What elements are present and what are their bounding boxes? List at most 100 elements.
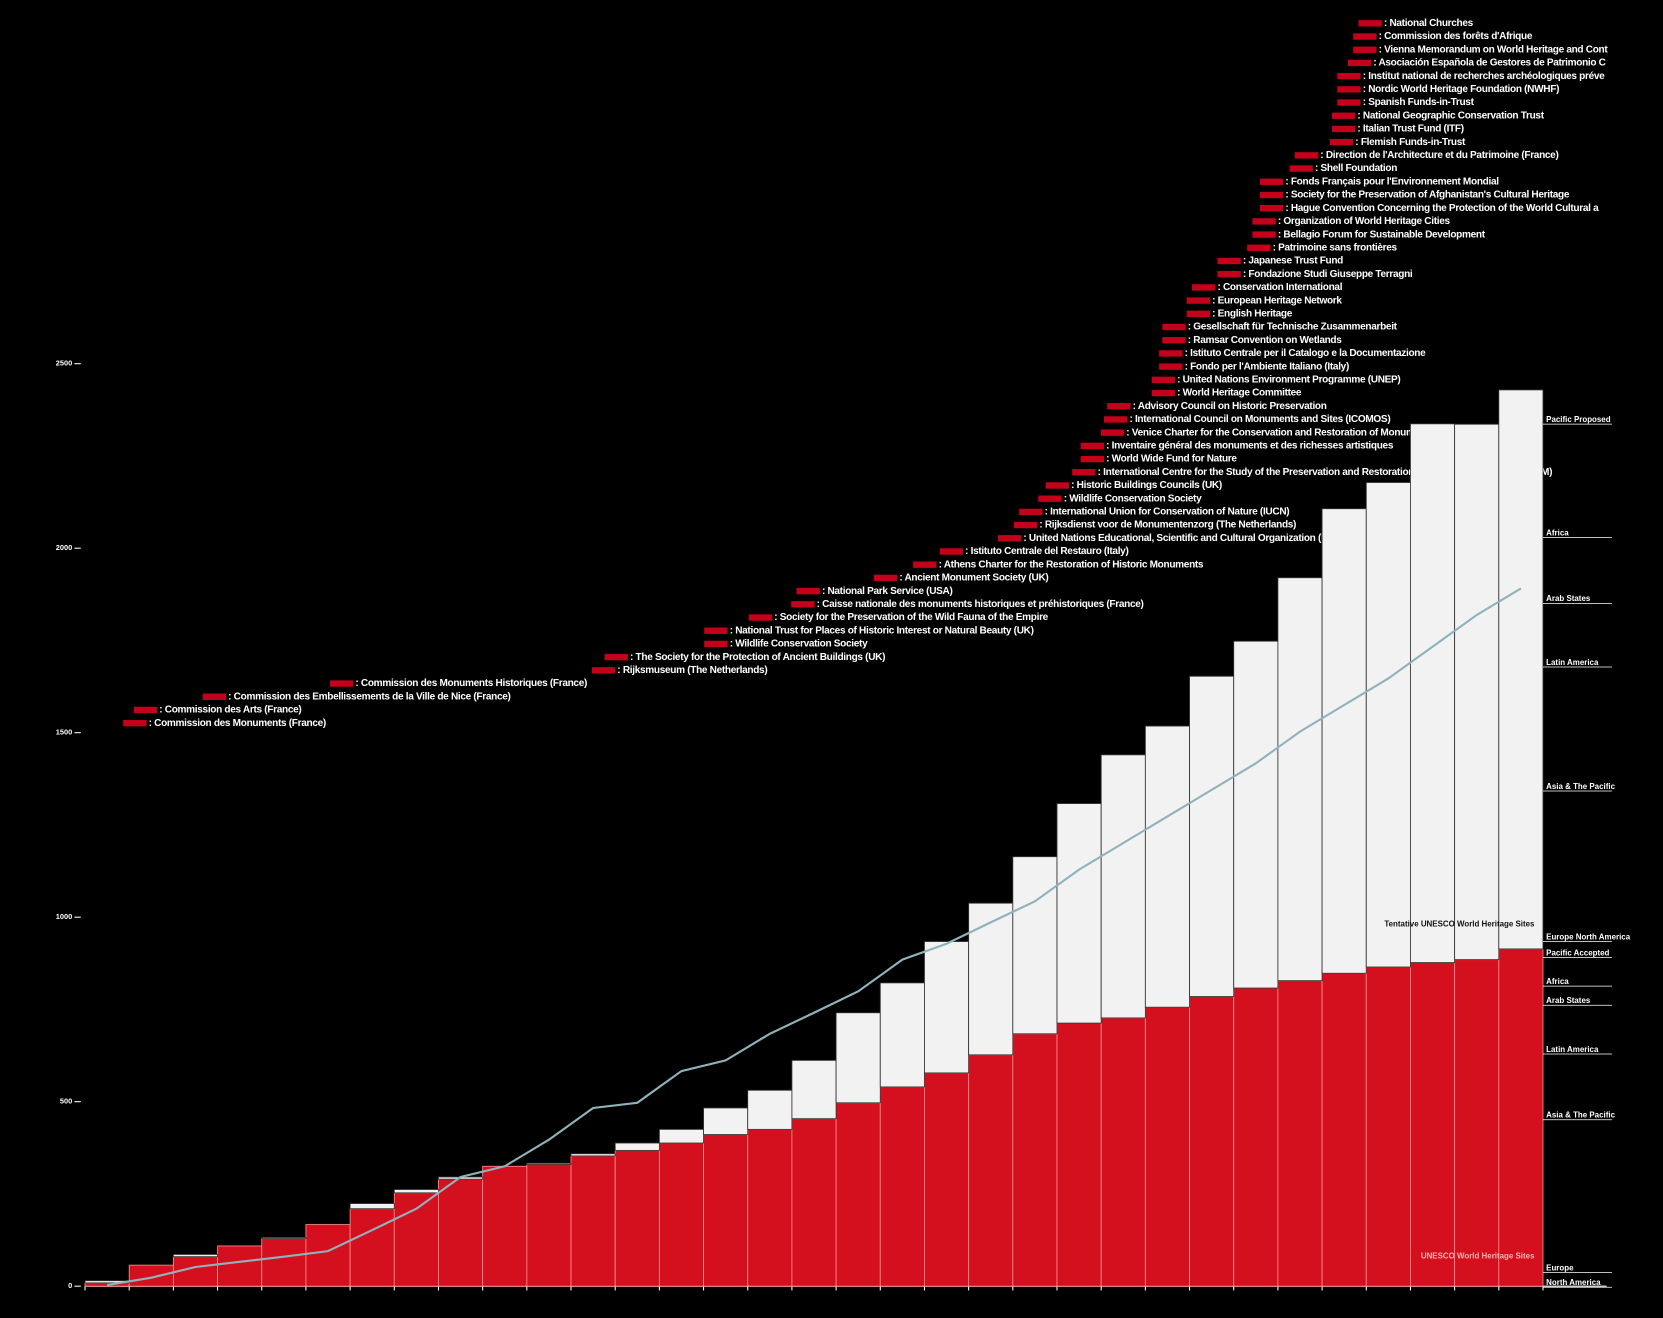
- organization-label: : Istituto Centrale del Restauro (Italy): [965, 546, 1128, 557]
- year-marker: [329, 680, 354, 687]
- year-marker: [1107, 403, 1131, 410]
- organization-label: : Rijksdienst voor de Monumentenzorg (Th…: [1039, 520, 1296, 531]
- organization-label: : Nordic World Heritage Foundation (NWHF…: [1363, 84, 1559, 95]
- tentative-bar: [1321, 508, 1367, 974]
- year-marker: [1353, 46, 1377, 53]
- tentative-bar: [879, 982, 925, 1088]
- organization-label: : World Wide Fund for Nature: [1106, 454, 1237, 465]
- region-label: Arab States: [1546, 594, 1591, 603]
- y-tick-label: 1000: [56, 912, 72, 921]
- inscribed-bar: [261, 1238, 307, 1287]
- organization-label: : Organization of World Heritage Cities: [1278, 216, 1451, 227]
- year-marker: [1080, 442, 1105, 450]
- tentative-bar: [1100, 754, 1146, 1019]
- year-marker: [913, 561, 937, 568]
- organization-labels: : National Churches: Commission des forê…: [123, 18, 1609, 729]
- inscribed-bar: [438, 1178, 484, 1287]
- year-marker: [1329, 138, 1354, 146]
- year-marker: [1159, 363, 1183, 370]
- organization-label: : Ancient Monument Society (UK): [899, 573, 1048, 584]
- year-marker: [1337, 72, 1361, 80]
- inscribed-bar: [1321, 972, 1367, 1287]
- inscribed-bar: [1454, 959, 1500, 1287]
- organization-label: : Society for the Preservation of Afghan…: [1285, 190, 1570, 201]
- year-marker: [1186, 310, 1211, 318]
- y-tick-label: 1500: [56, 728, 72, 737]
- tentative-bar: [835, 1012, 881, 1104]
- year-marker: [1294, 152, 1319, 159]
- inscribed-bar: [305, 1224, 351, 1287]
- organization-label: : Istituto Centrale per il Catalogo e la…: [1185, 348, 1427, 359]
- region-label: Asia & The Pacific: [1546, 782, 1615, 791]
- organization-label: : Hague Convention Concerning the Protec…: [1285, 203, 1599, 214]
- organization-label: : Commission des Arts (France): [159, 705, 301, 716]
- organization-label: : Bellagio Forum for Sustainable Develop…: [1278, 229, 1486, 240]
- year-marker: [1186, 297, 1211, 304]
- year-marker: [796, 587, 820, 595]
- tentative-bar: [924, 941, 970, 1074]
- organization-label: : Patrimoine sans frontières: [1273, 242, 1398, 253]
- y-tick-label: 500: [60, 1097, 72, 1106]
- year-marker: [1217, 257, 1241, 265]
- tentative-bar: [526, 1162, 572, 1165]
- inscribed-bar: [968, 1054, 1014, 1287]
- organization-label: : European Heritage Network: [1212, 295, 1342, 306]
- year-marker: [748, 614, 773, 621]
- year-marker: [1259, 191, 1284, 199]
- year-marker: [704, 627, 728, 634]
- region-label: Africa: [1546, 977, 1569, 986]
- legend-label: UNESCO World Heritage Sites: [1421, 1252, 1535, 1261]
- year-marker: [1252, 231, 1276, 238]
- region-label: Europe North America: [1546, 932, 1631, 941]
- inscribed-bar: [747, 1128, 793, 1287]
- inscribed-bar: [482, 1165, 528, 1287]
- organization-label: : Historic Buildings Councils (UK): [1071, 480, 1222, 491]
- y-tick-label: 0: [68, 1281, 72, 1290]
- organization-label: : Fonds Français pour l'Environnement Mo…: [1285, 176, 1499, 187]
- year-marker: [1252, 218, 1276, 225]
- year-marker: [1100, 429, 1125, 436]
- inscribed-bar: [1277, 980, 1323, 1287]
- organization-label: : Conservation International: [1217, 282, 1342, 293]
- organization-label: : Ramsar Convention on Wetlands: [1188, 335, 1342, 346]
- organization-label: : Italian Trust Fund (ITF): [1357, 124, 1463, 135]
- tentative-bar: [614, 1142, 660, 1151]
- year-marker: [1072, 469, 1096, 476]
- year-marker: [1151, 376, 1176, 384]
- trend-line: [106, 587, 1522, 1287]
- year-marker: [202, 693, 227, 700]
- region-label: Arab States: [1546, 996, 1591, 1005]
- year-marker: [123, 719, 147, 727]
- organization-label: : Asociación Española de Gestores de Pat…: [1373, 58, 1605, 69]
- year-marker: [1045, 482, 1070, 489]
- organization-label: : Japanese Trust Fund: [1243, 256, 1343, 267]
- year-marker: [1289, 165, 1313, 172]
- tentative-bar: [1365, 482, 1411, 968]
- organization-label: : Commission des Monuments (France): [149, 718, 326, 729]
- year-marker: [1162, 337, 1186, 344]
- year-marker: [1259, 205, 1284, 212]
- inscribed-bar: [614, 1149, 660, 1287]
- organization-label: : Wildlife Conservation Society: [1064, 493, 1202, 504]
- organization-label: : Flemish Funds-in-Trust: [1355, 137, 1466, 148]
- inscribed-bar: [1012, 1033, 1058, 1287]
- inscribed-bar: [924, 1072, 970, 1287]
- region-label: Latin America: [1546, 1045, 1599, 1054]
- inscribed-bar: [1365, 966, 1411, 1287]
- year-marker: [591, 667, 616, 674]
- region-label: Asia & The Pacific: [1546, 1111, 1615, 1120]
- organization-label: : Society for the Preservation of the Wi…: [774, 612, 1048, 623]
- tentative-bar: [658, 1128, 704, 1144]
- tentative-bar: [393, 1189, 439, 1194]
- inscribed-bar: [835, 1102, 881, 1287]
- year-marker: [1259, 178, 1284, 185]
- organization-label: : English Heritage: [1212, 308, 1293, 319]
- organization-label: : Commission des forêts d'Afrique: [1379, 31, 1533, 42]
- region-label: Africa: [1546, 528, 1569, 537]
- inscribed-bar: [1056, 1022, 1102, 1287]
- year-marker: [1151, 389, 1176, 397]
- overlay: Tentative UNESCO World Heritage Sites UNE…: [1384, 415, 1631, 1288]
- organization-label: : Vienna Memorandum on World Heritage an…: [1379, 44, 1609, 55]
- tentative-bar: [747, 1089, 793, 1130]
- year-marker: [1358, 20, 1382, 27]
